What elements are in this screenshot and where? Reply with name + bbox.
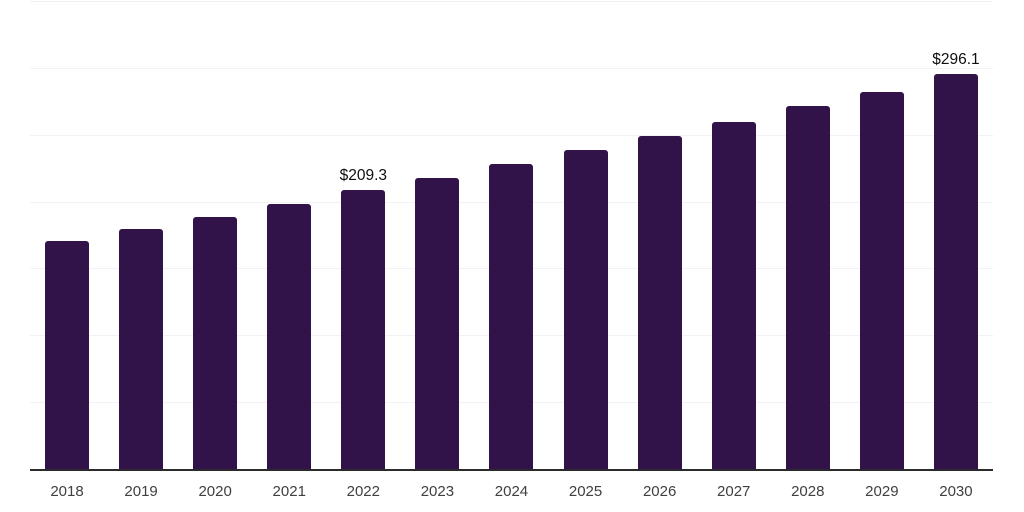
bar-2023[interactable] xyxy=(415,177,460,470)
bar-2029[interactable] xyxy=(859,91,904,470)
x-tick-2024: 2024 xyxy=(494,483,529,500)
bar-2025[interactable] xyxy=(563,150,608,470)
gridline-350 xyxy=(30,1,993,2)
bar-2020[interactable] xyxy=(193,216,238,470)
bar-2030[interactable]: $296.1 xyxy=(932,51,980,470)
bar-2022[interactable]: $209.3 xyxy=(340,167,387,470)
bar-2027[interactable] xyxy=(711,121,756,470)
x-tick-2025: 2025 xyxy=(568,483,603,500)
x-tick-2023: 2023 xyxy=(420,483,455,500)
x-tick-2029: 2029 xyxy=(865,483,899,500)
gridline-250 xyxy=(30,134,993,136)
x-tick-2020: 2020 xyxy=(198,483,232,500)
data-label-2022: $209.3 xyxy=(339,167,388,185)
plot-area: $209.3 $296.1 xyxy=(30,1,993,471)
x-tick-2027: 2027 xyxy=(717,483,751,500)
bar-2028[interactable] xyxy=(785,105,830,470)
bar-2018[interactable] xyxy=(45,240,89,470)
x-axis-labels: 2018 2019 2020 2021 2022 2023 2024 2025 2026 2027… xyxy=(30,482,993,501)
x-tick-2026: 2026 xyxy=(642,483,677,500)
bar-2024[interactable] xyxy=(489,163,534,470)
x-tick-2028: 2028 xyxy=(791,483,825,500)
x-axis-line xyxy=(30,469,993,471)
bars: $209.3 $296.1 xyxy=(30,2,993,470)
x-tick-2018: 2018 xyxy=(50,483,84,500)
x-tick-2019: 2019 xyxy=(124,483,158,500)
gridline-300 xyxy=(30,67,993,69)
x-tick-2022: 2022 xyxy=(346,483,380,500)
x-tick-2021: 2021 xyxy=(272,483,306,500)
x-tick-2030: 2030 xyxy=(939,483,973,500)
bar-2026[interactable] xyxy=(637,136,682,470)
bar-2021[interactable] xyxy=(267,203,312,470)
bar-2019[interactable] xyxy=(119,229,164,470)
data-label-2030: $296.1 xyxy=(932,51,980,69)
